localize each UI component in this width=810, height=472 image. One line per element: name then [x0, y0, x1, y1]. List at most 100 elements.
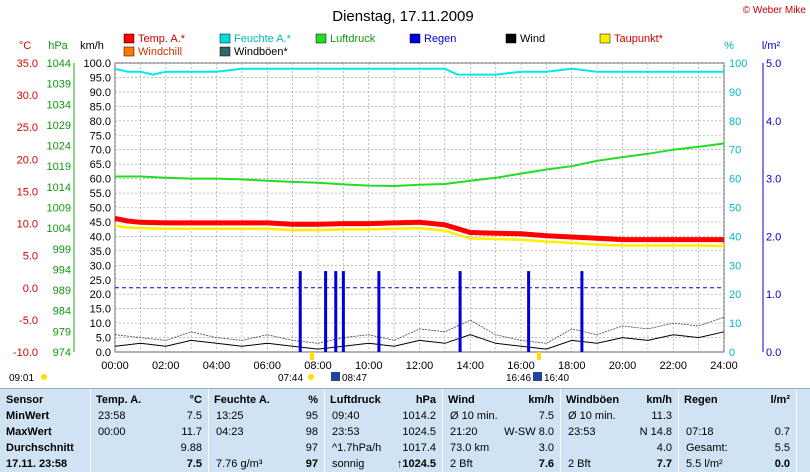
stats-row-left: 07:18	[686, 426, 714, 438]
stats-column-col6: Windböen km/h Ø 10 min. 11.3 23:53 N 14.8 4.0 2…	[560, 389, 679, 472]
stats-column-col5: Wind km/h Ø 10 min. 7.5 21:20 W-SW 8.0 73.0 km…	[442, 389, 561, 472]
stats-header: Wind	[448, 394, 475, 406]
legend-swatch	[123, 33, 135, 44]
stats-row-label: MinWert	[6, 410, 50, 422]
axis-labels: °C hPa km/h% l/m² 35.0 30.0 25.0 20.0 15.0 10.0 5.…	[9, 40, 781, 384]
rain-bar	[580, 271, 584, 352]
humidity-tick-label: 20	[729, 289, 741, 301]
pressure-tick-label: 989	[53, 285, 71, 297]
wind-tick-label: 35.0	[90, 246, 111, 258]
sun-icon	[41, 374, 47, 380]
humidity-tick-label: 0	[729, 347, 735, 359]
pressure-tick-label: 994	[53, 264, 71, 276]
legend-label: Regen	[424, 33, 456, 45]
stats-column-col4: Luftdruck hPa 09:40 1014.2 23:53 1024.5 ^1.7hP…	[324, 389, 443, 472]
legend-label: Luftdruck	[330, 33, 376, 45]
weather-chart: Dienstag, 17.11.2009 © Weber Mike Temp. …	[9, 5, 806, 384]
series-line-feuchtea	[114, 67, 724, 76]
stats-row-left: 23:53	[332, 426, 360, 438]
stats-column-col3: Feuchte A.% 13:25 95 04:23 98 97 7.76 g/m³ 97	[208, 389, 325, 472]
wind-tick-label: 75.0	[90, 130, 111, 142]
rain-bar	[527, 271, 531, 352]
wind-tick-label: 20.0	[90, 289, 111, 301]
stats-header: Regen	[684, 394, 718, 406]
x-tick-label: 04:00	[203, 360, 231, 372]
wind-tick-label: 70.0	[90, 145, 111, 157]
wind-tick-label: 85.0	[90, 101, 111, 113]
pressure-tick-label: 1019	[47, 161, 71, 173]
legend-swatch	[409, 33, 421, 44]
wind-tick-label: 30.0	[90, 260, 111, 272]
wind-tick-label: 25.0	[90, 275, 111, 287]
stats-row-value: W-SW 8.0	[504, 426, 554, 438]
x-tick-label: 02:00	[152, 360, 180, 372]
stats-footer-left: 7.76 g/m³	[216, 458, 263, 470]
stats-row-value: 1014.2	[402, 410, 436, 422]
series-line-wind	[114, 331, 725, 350]
stats-row-left: 23:53	[568, 426, 596, 438]
wind-tick-label: 65.0	[90, 159, 111, 171]
stats-footer-left: sonnig	[332, 458, 365, 470]
stats-row-value: 9.88	[180, 442, 202, 454]
stats-row-label: Durchschnitt	[6, 442, 74, 454]
stats-row-left: Ø 10 min.	[568, 410, 616, 422]
stats-row-value: 5.5	[774, 442, 790, 454]
legend-swatch	[123, 46, 135, 57]
stats-row-value: 11.7	[181, 426, 202, 438]
legend-label: Wind	[520, 33, 545, 45]
sunrise-marker	[310, 352, 314, 360]
stats-row-left: 09:40	[332, 410, 360, 422]
series-line-taupunkt	[114, 224, 725, 248]
stats-row-value: 4.0	[656, 442, 672, 454]
stats-row-label: MaxWert	[6, 426, 52, 438]
stats-row-left: 73.0 km	[450, 442, 490, 454]
humidity-tick-label: 30	[729, 260, 741, 272]
stats-footer-value: 0.0	[774, 458, 790, 470]
wind-tick-label: 95.0	[90, 72, 111, 84]
rain-tick-label: 3.0	[766, 174, 781, 186]
temp-tick-label: 0.0	[23, 283, 38, 295]
stats-row-value: 98	[305, 426, 318, 438]
stats-unit: km/h	[646, 394, 672, 406]
pressure-tick-label: 1034	[47, 99, 71, 111]
legend-label: Temp. A.*	[138, 33, 186, 45]
legend-label: Feuchte A.*	[234, 33, 292, 45]
wind-tick-label: 50.0	[90, 203, 111, 215]
wind-tick-label: 80.0	[90, 116, 111, 128]
pressure-tick-label: 1039	[47, 79, 71, 91]
wind-tick-label: 5.0	[96, 333, 111, 345]
stats-row-value: 1024.5	[402, 426, 436, 438]
temp-tick-label: 20.0	[17, 154, 38, 166]
humidity-tick-label: 60	[729, 174, 741, 186]
stats-row-left: 04:23	[216, 426, 244, 438]
rain-tick-label: 5.0	[766, 58, 781, 70]
stats-row-left: Ø 10 min.	[450, 410, 498, 422]
stats-footer-left: 5.5 l/m²	[686, 458, 723, 470]
wind-tick-label: 15.0	[90, 304, 111, 316]
stats-footer-timestamp: 17.11. 23:58	[6, 458, 68, 470]
wind-tick-label: 45.0	[90, 217, 111, 229]
temp-axis-unit: °C	[19, 40, 31, 52]
sunrise-icon	[308, 374, 314, 380]
legend-swatch	[599, 33, 611, 44]
stats-column-col7: Regen l/m² 07:18 0.7 Gesamt: 5.5 5.5 l/m² 0.0	[678, 389, 797, 472]
wind-tick-label: 60.0	[90, 174, 111, 186]
stats-row-value: 0.7	[774, 426, 790, 438]
humidity-tick-label: 10	[729, 318, 741, 330]
x-tick-label: 20:00	[609, 360, 637, 372]
stats-row-value: 7.5	[186, 410, 202, 422]
pressure-tick-label: 1044	[47, 58, 71, 70]
rain-tick-label: 2.0	[766, 231, 781, 243]
plot-area	[73, 62, 764, 360]
temp-tick-label: 15.0	[17, 186, 38, 198]
rain-tick-label: 1.0	[766, 289, 781, 301]
stats-unit: l/m²	[770, 394, 790, 406]
legend-swatch	[505, 33, 517, 44]
pressure-tick-label: 1024	[47, 141, 71, 153]
stats-footer-left: 2 Bft	[450, 458, 473, 470]
humidity-tick-label: 100	[729, 58, 747, 70]
x-tick-label: 24:00	[710, 360, 738, 372]
pressure-tick-label: 1014	[47, 182, 71, 194]
series-line-windben	[114, 316, 725, 344]
stats-footer-value: 7.5	[186, 458, 202, 470]
